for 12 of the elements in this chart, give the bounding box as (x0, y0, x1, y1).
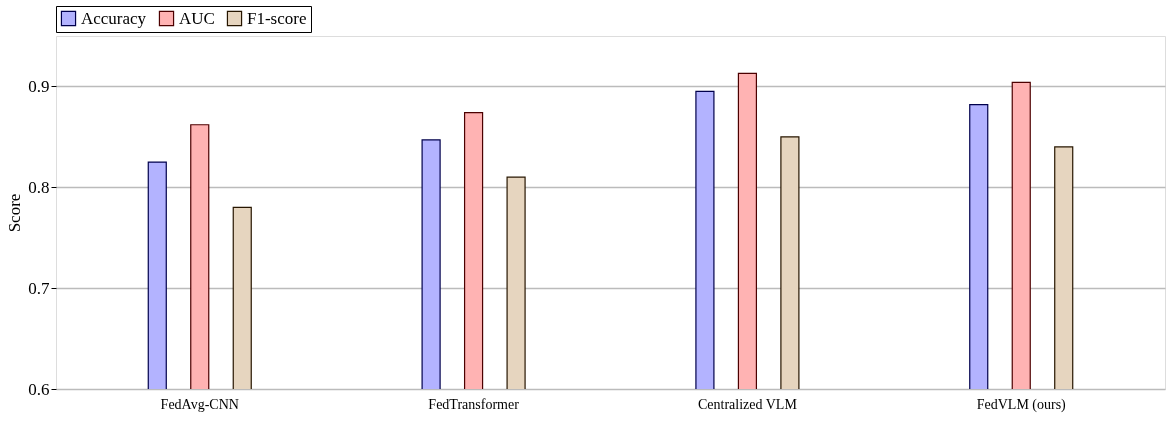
legend-label: F1-score (247, 8, 307, 28)
y-tick-label: 0.7 (28, 278, 50, 298)
legend-label: AUC (179, 8, 215, 28)
y-axis-title: Score (5, 193, 25, 233)
y-tick-label: 0.8 (28, 177, 50, 197)
y-tick-label: 0.9 (28, 76, 50, 96)
legend-label: Accuracy (81, 8, 147, 28)
y-tick-label: 0.6 (28, 379, 50, 399)
x-tick-label: Centralized VLM (697, 396, 798, 412)
x-tick-label: FedTransformer (428, 396, 520, 412)
x-tick-label: FedAvg-CNN (160, 396, 239, 412)
x-tick-label: FedVLM (ours) (976, 396, 1067, 413)
